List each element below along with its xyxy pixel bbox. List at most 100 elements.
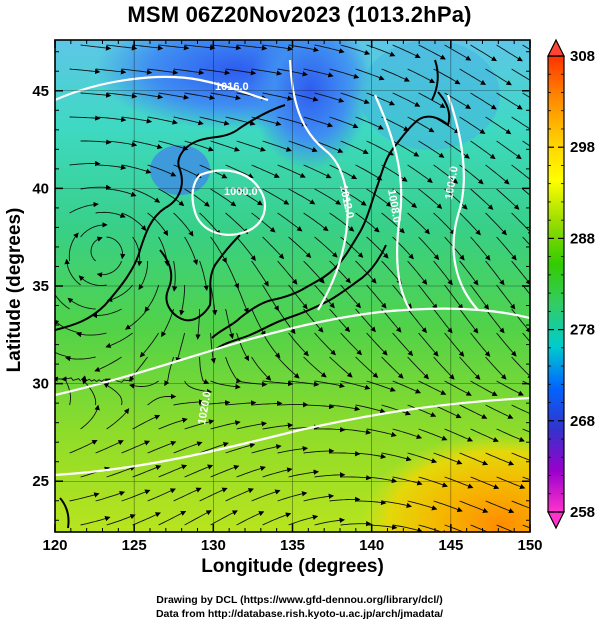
wind-streamline [65,355,96,362]
wind-streamline [236,465,266,478]
wind-streamline [106,465,136,478]
wind-streamline [329,451,361,457]
wind-streamline [314,92,345,103]
wind-streamline [522,284,530,295]
wind-streamline [366,236,389,259]
wind-streamline [392,476,423,486]
wind-streamline [407,452,438,464]
wind-streamline [106,188,137,197]
wind-streamline [106,44,138,51]
wind-streamline [132,414,161,430]
wind-streamline [288,332,309,357]
wind-streamline [262,140,292,152]
wind-streamline [329,116,359,129]
wind-streamline [251,489,281,502]
wind-streamline [340,380,371,390]
wind-streamline [106,92,138,99]
isobar-1012 [288,59,349,311]
wind-streamline [184,140,214,152]
wind-streamline [147,488,176,502]
map-title: MSM 06Z20Nov2023 (1013.2hPa) [127,2,472,27]
wind-streamline [485,212,507,236]
wind-streamline [418,380,447,395]
wind-streamline [511,500,530,509]
wind-streamline [288,514,319,526]
wind-streamline [522,44,530,51]
wind-streamline [225,68,257,76]
isobar-label: 1008.0 [385,188,403,223]
wind-streamline [262,188,290,205]
isobar-labels: 1016.0 1000.0 1012.0 1008.0 1004.0 1020.… [196,81,461,426]
wind-streamline [485,404,514,419]
wind-streamline [76,331,107,338]
wind-streamline [288,44,319,53]
wind-streamline [418,236,440,261]
wind-streamline [96,260,123,278]
wind-streamline [522,476,530,481]
wind-streamline [225,356,242,384]
wind-streamline [522,236,530,246]
wind-streamline [262,236,285,260]
wind-streamline [470,332,491,357]
wind-streamline [147,393,177,406]
wind-streamline [511,308,530,333]
wind-streamline [355,68,385,81]
wind-streamline [225,308,235,340]
wind-streamline [236,44,268,51]
isobar-1008 [373,94,411,311]
wind-streamline [329,260,351,284]
y-tick-label: 45 [32,83,49,100]
wind-streamline [366,140,394,156]
wind-streamline [381,212,405,234]
wind-streamline [158,464,188,478]
coastline-japan-honshu-south [214,244,387,351]
wind-streamline [81,378,97,406]
colorbar-tick-label: 268 [570,413,595,430]
wind-streamline [251,260,269,287]
wind-streamline [392,44,421,59]
wind-streamline [303,356,327,378]
wind-streamline [366,188,392,207]
wind-streamline [329,496,361,503]
credit-data: Data from http://database.rish.kyoto-u.a… [155,608,444,620]
wind-streamline [522,140,530,147]
wind-streamline [91,308,122,319]
wind-streamline [418,332,439,357]
wind-streamline [496,332,517,357]
wind-streamline [511,356,530,380]
wind-streamline [485,164,510,185]
wind-streamline [225,488,254,502]
isobar-1016-south [55,307,530,397]
x-tick-label: 135 [280,537,305,554]
wind-streamline [314,140,344,153]
wind-streamline [173,68,205,76]
wind-streamline [303,68,334,78]
wind-streamline [418,140,445,158]
wind-streamline [470,188,494,210]
wind-streamline [355,356,379,379]
colorbar: 258 268 278 288 298 308 [547,38,595,530]
wind-streamline [132,465,162,478]
wind-streamline [314,426,346,433]
wind-streamline [288,380,320,387]
wind-streamline [366,284,387,309]
coastline-hokkaido [391,91,451,151]
wind-streamline [262,332,281,359]
wind-streamline [459,308,479,334]
wind-streamline [470,284,490,310]
wind-streamline [392,332,414,357]
wind-streamline [277,491,308,502]
wind-streamline [355,404,386,414]
coastline-japan-kyushu [211,149,393,339]
colorbar-tick-label: 308 [570,48,595,65]
wind-streamline [459,500,489,513]
wind-streamline [55,319,81,334]
wind-streamline [340,474,372,481]
coastline-china [55,104,286,331]
wind-streamline [392,428,423,440]
wind-streamline [444,44,472,61]
wind-streamline [340,140,369,154]
wind-streamline [262,284,279,312]
wind-streamline [251,356,272,381]
wind-streamline [173,487,202,502]
